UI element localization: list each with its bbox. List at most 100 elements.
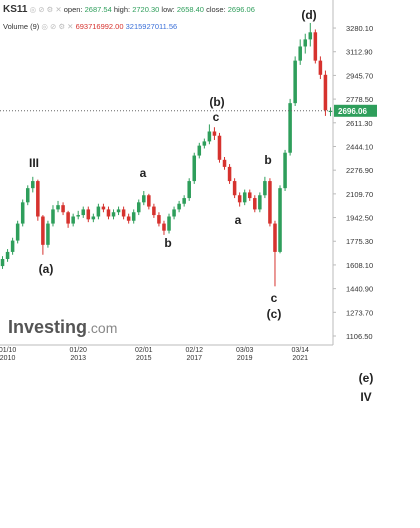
wave-label: (a) bbox=[39, 262, 54, 276]
candle-body bbox=[217, 135, 222, 160]
symbol: KS11 bbox=[3, 4, 28, 15]
candle-body bbox=[237, 195, 242, 203]
candle-body bbox=[253, 198, 257, 210]
candle-body bbox=[157, 215, 161, 224]
candle-body bbox=[242, 192, 247, 203]
candle-body bbox=[131, 212, 136, 221]
y-tick-label: 2444.10 bbox=[346, 142, 373, 151]
candle-body bbox=[187, 181, 191, 199]
y-tick-label: 2945.70 bbox=[346, 71, 373, 80]
candle-body bbox=[222, 159, 227, 167]
ohlc-value: 2658.40 bbox=[176, 5, 204, 14]
candle-body bbox=[278, 188, 282, 252]
price-tag-label: 2696.06 bbox=[338, 107, 367, 116]
x-tick-label: 01/10 2010 bbox=[0, 347, 17, 362]
candle-body bbox=[31, 181, 35, 189]
y-tick-label: 1942.50 bbox=[346, 214, 373, 223]
wave-label: c bbox=[213, 110, 220, 124]
candle-body bbox=[116, 209, 121, 213]
y-tick-label: 3112.90 bbox=[346, 48, 373, 57]
ohlc-label: low: bbox=[161, 5, 175, 14]
candle-body bbox=[172, 209, 176, 217]
candle-body bbox=[207, 131, 212, 142]
candle-body bbox=[71, 216, 75, 224]
x-tick-label: 03/03 2019 bbox=[235, 347, 254, 362]
ohlc-label: open: bbox=[63, 5, 83, 14]
candle-body bbox=[147, 195, 151, 207]
x-tick-label: 03/14 2021 bbox=[291, 347, 309, 362]
price-tag-box bbox=[334, 104, 377, 117]
x-tick-label: 02/12 2017 bbox=[185, 347, 204, 362]
y-tick-label: 2276.90 bbox=[346, 166, 373, 175]
candle-body bbox=[51, 209, 55, 224]
candle-body bbox=[212, 131, 217, 136]
candle-body bbox=[328, 110, 333, 112]
candle-body bbox=[36, 181, 40, 217]
candle-body bbox=[308, 32, 313, 40]
watermark-suffix: .com bbox=[87, 320, 117, 336]
ohlc-value: 2687.54 bbox=[84, 5, 112, 14]
candle-body bbox=[136, 202, 141, 213]
candle-body bbox=[182, 198, 186, 204]
wave-label: (d) bbox=[301, 8, 316, 22]
wave-label: (b) bbox=[209, 95, 224, 109]
candle-body bbox=[318, 60, 323, 75]
candle-body bbox=[288, 103, 292, 153]
candle-body bbox=[313, 32, 318, 61]
candle-body bbox=[41, 216, 45, 245]
candle-body bbox=[283, 152, 287, 189]
ohlc-label: close: bbox=[206, 5, 226, 14]
candle-body bbox=[111, 212, 116, 217]
x-tick-label: 01/20 2013 bbox=[69, 347, 87, 362]
candle-body bbox=[167, 216, 171, 231]
candle-body bbox=[106, 209, 111, 217]
candle-body bbox=[142, 195, 146, 203]
candle-body bbox=[258, 195, 262, 210]
y-tick-label: 1775.30 bbox=[346, 237, 373, 246]
ohlc-value: 2696.06 bbox=[227, 5, 255, 14]
y-tick-label: 3280.10 bbox=[346, 24, 373, 33]
wave-label: b bbox=[164, 236, 171, 250]
wave-label: c bbox=[271, 291, 278, 305]
candle-body bbox=[293, 60, 297, 104]
wave-label: a bbox=[140, 166, 147, 180]
candle-body bbox=[232, 181, 237, 196]
legend-header: KS11 ◎ ⊘ ⚙ ✕ open: 2687.54 high: 2720.30… bbox=[3, 4, 255, 15]
candle-body bbox=[91, 216, 96, 220]
wave-label: b bbox=[264, 153, 271, 167]
y-tick-label: 1273.70 bbox=[346, 308, 373, 317]
candle-body bbox=[121, 209, 126, 217]
watermark-main: Investing bbox=[8, 317, 87, 337]
wave-label: (e) bbox=[359, 371, 374, 385]
candle-body bbox=[15, 223, 20, 241]
candle-body bbox=[273, 223, 277, 252]
y-tick-label: 1106.50 bbox=[346, 332, 373, 341]
y-tick-label: 1608.10 bbox=[346, 261, 373, 270]
volume-header: Volume (9) ◎ ⊘ ⚙ ✕ 693716992.00 32159270… bbox=[3, 22, 178, 31]
candle-body bbox=[162, 223, 166, 231]
candle-body bbox=[177, 203, 181, 210]
candle-body bbox=[20, 202, 25, 224]
candle-body bbox=[86, 209, 91, 220]
candle-body bbox=[197, 145, 202, 156]
candle-body bbox=[263, 181, 267, 196]
watermark: Investing.com bbox=[8, 317, 117, 337]
candle-body bbox=[101, 206, 106, 210]
y-tick-label: 2778.50 bbox=[346, 95, 373, 104]
y-tick-label: 2109.70 bbox=[346, 190, 373, 199]
y-tick-label: 1440.90 bbox=[346, 285, 373, 294]
candle-body bbox=[126, 216, 131, 221]
x-tick-label: 02/01 2015 bbox=[135, 347, 153, 362]
volume-value: 3215927011.56 bbox=[125, 22, 178, 31]
wave-label: III bbox=[29, 156, 39, 170]
y-tick-label: 2611.30 bbox=[346, 119, 373, 128]
candle-body bbox=[152, 206, 156, 216]
candle-body bbox=[10, 240, 15, 252]
ohlc-value: 2720.30 bbox=[132, 5, 160, 14]
candle-body bbox=[46, 223, 50, 245]
candle-body bbox=[192, 155, 197, 182]
candle-body bbox=[0, 258, 5, 267]
candle-body bbox=[56, 205, 60, 210]
